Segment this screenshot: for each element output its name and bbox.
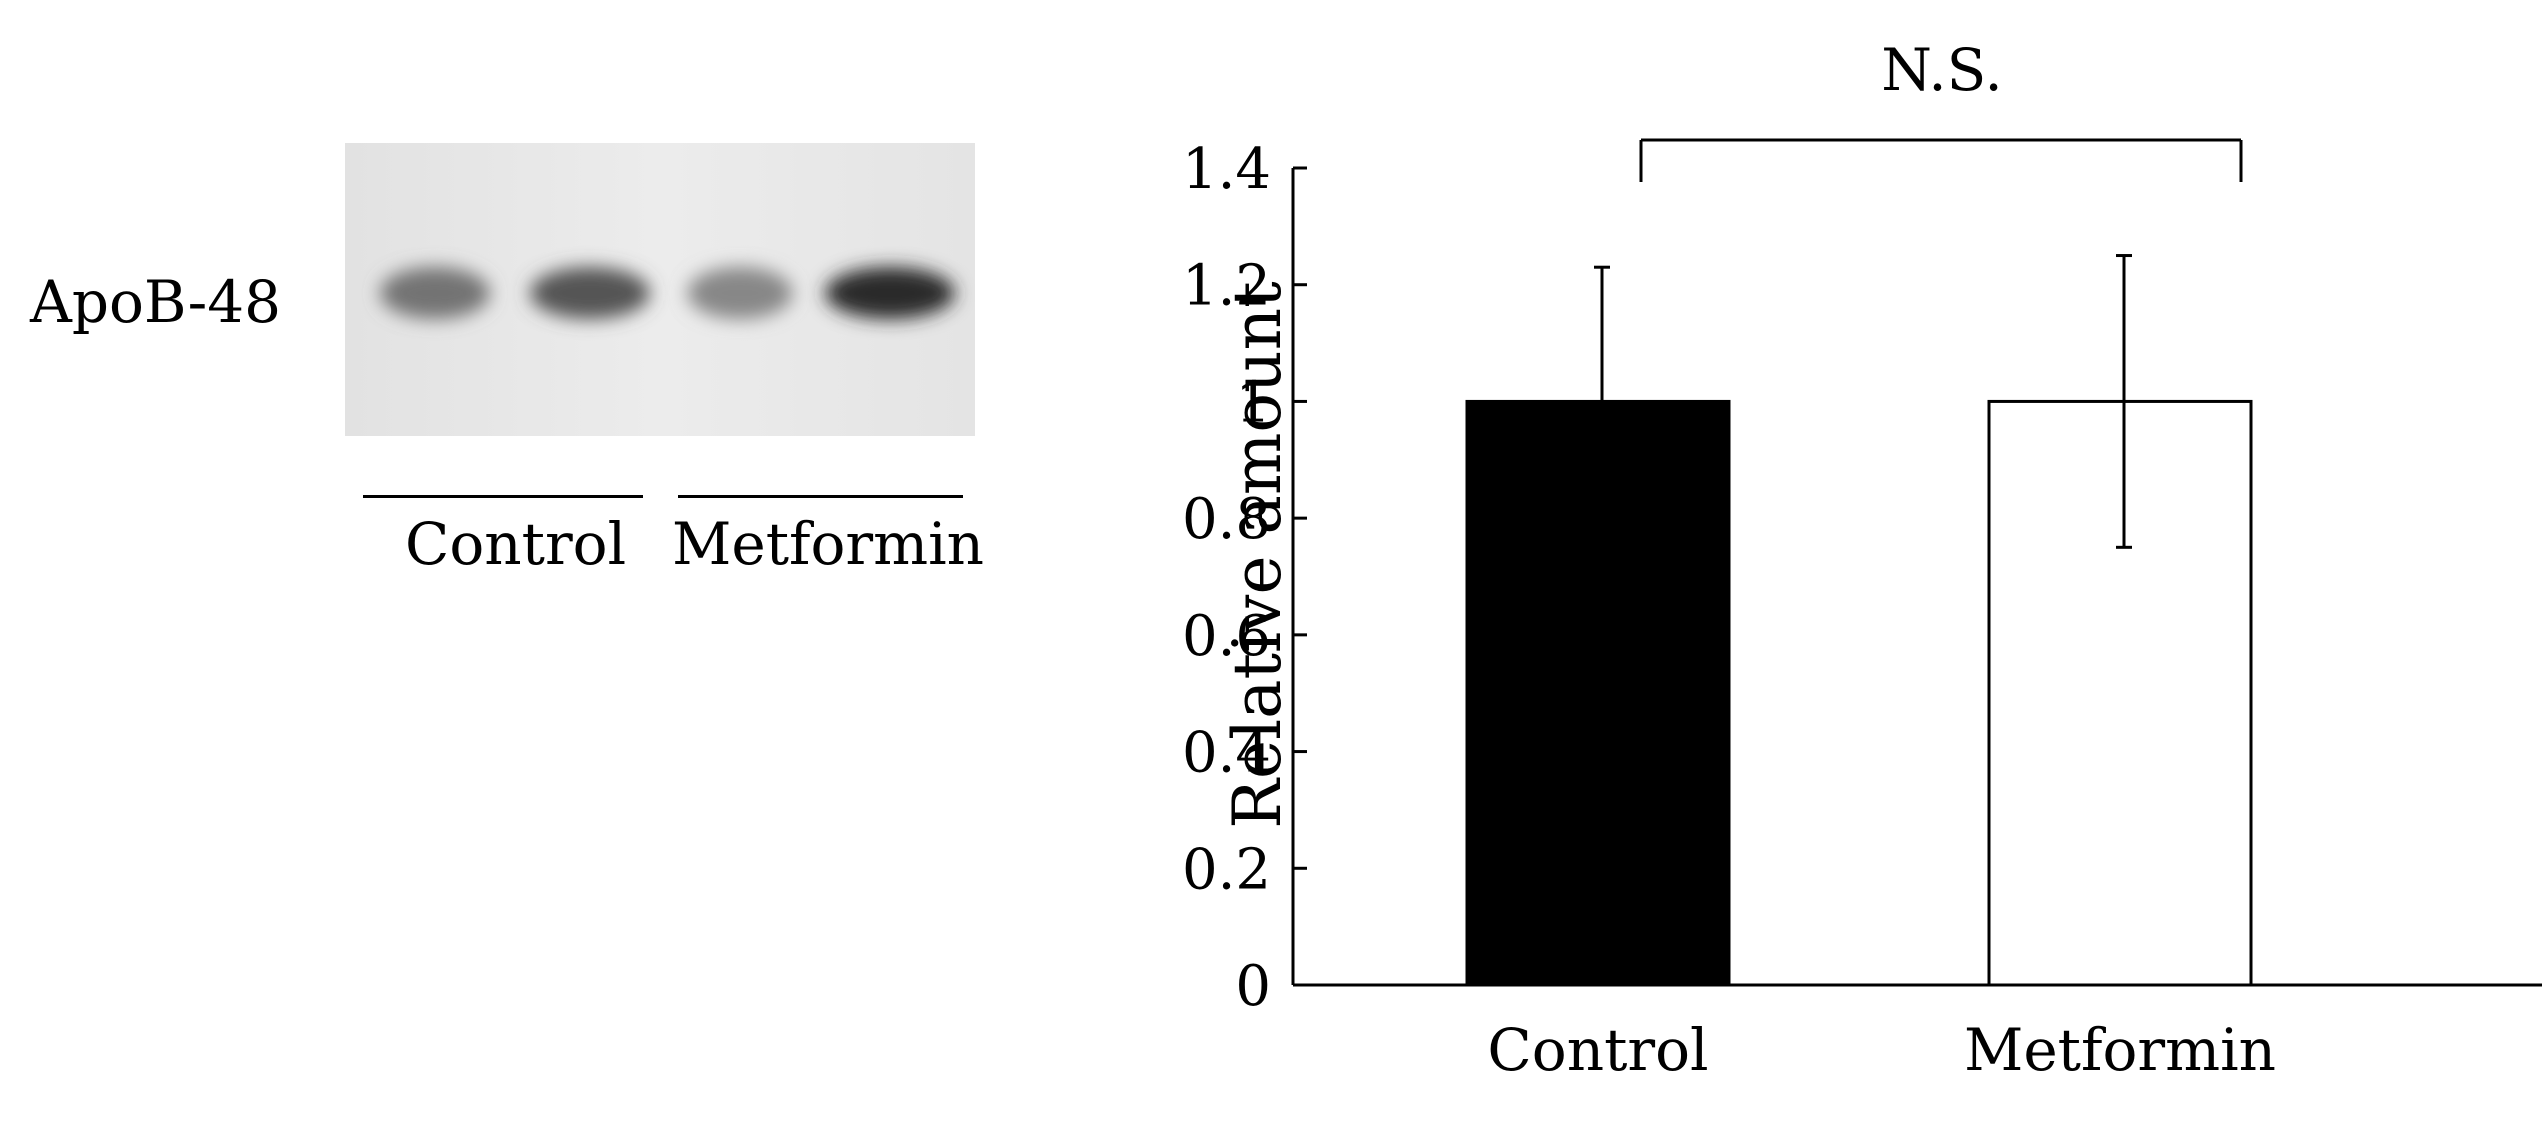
protein-label: ApoB-48 [30,268,282,336]
y-tick-label: 0 [1235,954,1271,1019]
significance-label: N.S. [1881,36,2003,104]
blot-band [825,267,955,319]
bar-chart: 0 0.2 0.4 0.6 0.8 1 1.2 1.4 Relative amount Contr… [1180,0,2542,1124]
bar [1987,399,2253,987]
y-tick-label: 1.2 [1182,254,1271,319]
blot-band [380,267,490,319]
blot-band [687,267,793,319]
control-group-label: Control [405,510,627,578]
y-tick-label: 0.4 [1182,721,1271,786]
blot-bands [345,143,975,436]
western-blot-panel: ApoB-48 Control Metformin [0,0,1020,700]
y-tick-label: 1.4 [1182,137,1271,202]
y-axis-label: Relative amount [1219,281,1296,828]
bar-chart-svg: 0 0.2 0.4 0.6 0.8 1 1.2 1.4 Relative amount Contr… [1182,36,2542,1084]
y-tick-label: 0.2 [1182,837,1271,902]
x-tick-label: Metformin [1964,1016,2276,1084]
control-group-line [363,495,643,498]
x-tick-label: Control [1487,1016,1708,1084]
metformin-group-line [678,495,963,498]
metformin-group-label: Metformin [672,510,985,578]
bar [1465,399,1731,987]
blot-image [345,143,975,436]
y-tick-label: 0.8 [1182,487,1271,552]
y-tick-label: 0.6 [1182,604,1271,669]
y-tick-label: 1 [1235,370,1271,435]
blot-band [530,267,650,319]
